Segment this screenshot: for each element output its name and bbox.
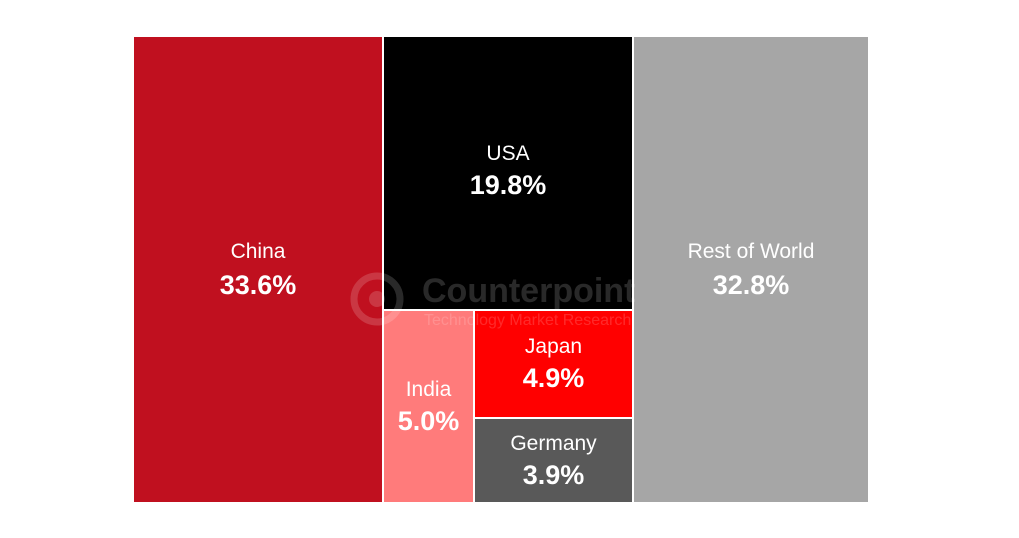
treemap-tile-china: China 33.6% bbox=[133, 36, 383, 503]
treemap-tile-japan: Japan 4.9% bbox=[474, 310, 633, 418]
treemap-tile-usa: USA 19.8% bbox=[383, 36, 633, 310]
tile-value: 3.9% bbox=[522, 459, 585, 490]
tile-value: 5.0% bbox=[397, 405, 460, 436]
tile-label: Germany bbox=[510, 431, 597, 455]
tile-label: India bbox=[405, 377, 452, 401]
tile-label: China bbox=[230, 239, 286, 263]
tile-value: 33.6% bbox=[219, 269, 297, 300]
tile-label: Japan bbox=[524, 335, 583, 358]
treemap-chart: China 33.6% USA 19.8% India 5.0% Japan 4.9% Germ… bbox=[133, 36, 869, 503]
tile-value: 4.9% bbox=[522, 363, 585, 393]
treemap-tile-germany: Germany 3.9% bbox=[474, 418, 633, 503]
tile-label: Rest of World bbox=[687, 239, 815, 263]
treemap-tile-india: India 5.0% bbox=[383, 310, 474, 503]
tile-label: USA bbox=[486, 142, 530, 165]
tile-value: 32.8% bbox=[712, 269, 790, 300]
treemap-tile-rest-of-world: Rest of World 32.8% bbox=[633, 36, 869, 503]
tile-value: 19.8% bbox=[469, 170, 547, 200]
